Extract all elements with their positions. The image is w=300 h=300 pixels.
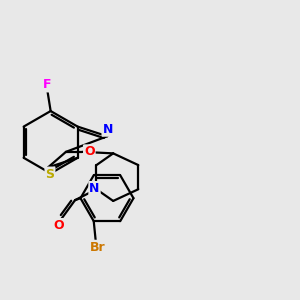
Text: Br: Br [90, 241, 105, 254]
Text: N: N [89, 182, 100, 195]
Text: O: O [84, 145, 94, 158]
Text: N: N [103, 123, 113, 136]
Text: O: O [53, 219, 64, 232]
Text: F: F [43, 78, 52, 92]
Text: S: S [45, 167, 54, 181]
